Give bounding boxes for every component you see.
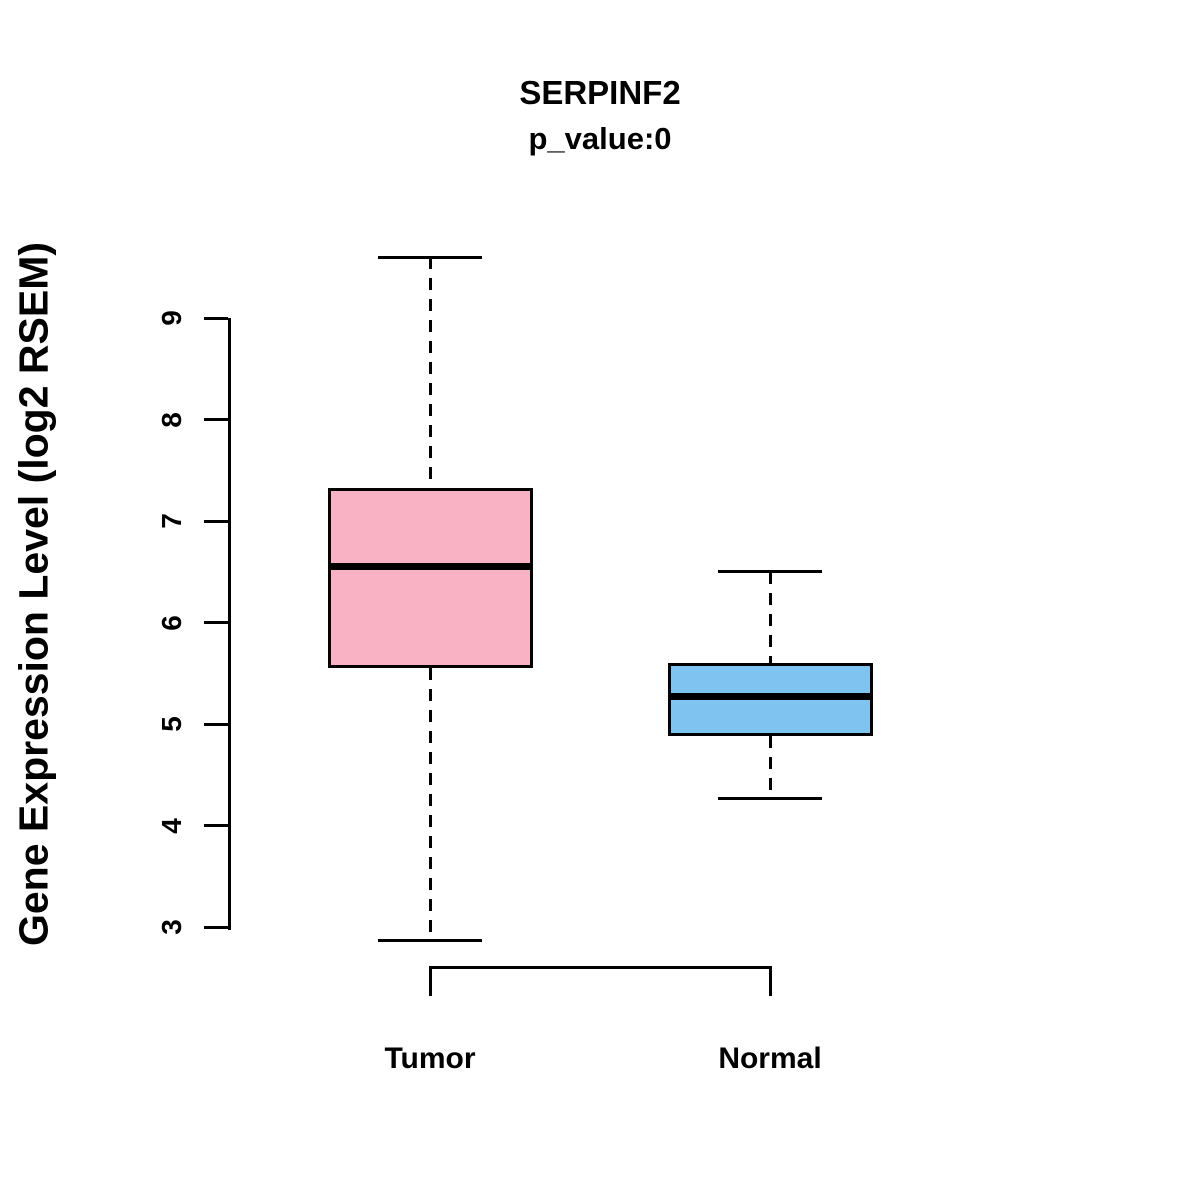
chart-subtitle: p_value:0: [528, 121, 672, 156]
y-axis-tick: [204, 316, 228, 320]
chart-title: SERPINF2: [519, 74, 681, 111]
upper-whisker-cap: [378, 255, 482, 259]
y-tick-label: 5: [156, 716, 187, 732]
upper-whisker-stem: [768, 571, 772, 664]
y-tick-label: 7: [156, 513, 187, 529]
x-axis-tick-left: [428, 966, 432, 996]
median-line-normal: [667, 693, 873, 701]
lower-whisker-stem: [428, 668, 432, 941]
x-category-label: Tumor: [384, 1042, 476, 1075]
y-tick-label: 4: [156, 817, 187, 834]
upper-whisker-stem: [428, 257, 432, 488]
x-category-label: Normal: [718, 1042, 822, 1075]
median-line-tumor: [327, 563, 533, 571]
upper-whisker-cap: [718, 570, 822, 574]
y-tick-label: 3: [156, 919, 187, 935]
y-axis-tick: [204, 722, 228, 726]
y-tick-label: 9: [156, 310, 187, 326]
y-axis-tick: [204, 824, 228, 827]
x-axis-tick-right: [768, 966, 772, 996]
box-tumor: [327, 487, 533, 669]
y-tick-label: 8: [156, 411, 187, 428]
lower-whisker-stem: [768, 736, 772, 799]
y-axis-tick: [204, 519, 228, 523]
y-tick-label: 6: [156, 614, 187, 631]
lower-whisker-cap: [378, 938, 482, 942]
y-axis-tick: [204, 418, 228, 421]
x-axis-line: [430, 966, 770, 969]
y-axis-tick: [204, 621, 228, 624]
lower-whisker-cap: [718, 796, 822, 800]
y-axis-tick: [204, 925, 228, 929]
y-axis-line: [228, 318, 231, 930]
